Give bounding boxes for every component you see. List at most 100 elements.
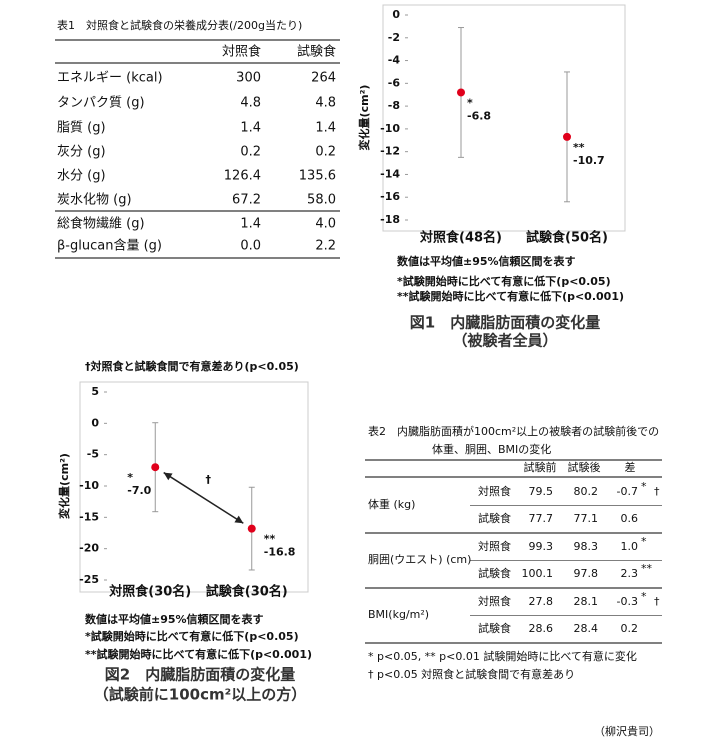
cell: 126.4 [224, 169, 261, 184]
y-tick-label: -10 [79, 479, 99, 492]
cell: 2.2 [315, 239, 336, 254]
row-label: BMI(kg/m²) [368, 608, 429, 621]
cell: 77.7 [529, 512, 554, 525]
row-label: タンパク質 (g) [57, 96, 145, 111]
cell: 300 [236, 71, 261, 86]
caption: （試験前に100cm²以上の方） [94, 686, 306, 704]
arrow-head [163, 472, 173, 481]
table-title: 表2 内臓脂肪面積が100cm²以上の被験者の試験前後での [368, 424, 659, 438]
cell: 67.2 [232, 193, 261, 208]
cell: 0.6 [621, 512, 639, 525]
mark-label: ** [264, 533, 276, 546]
cell: 0.2 [621, 622, 639, 635]
cell: 1.4 [240, 217, 261, 232]
cell: 試験食 [478, 566, 511, 580]
note: **試験開始時に比べて有意に低下(p<0.001) [85, 647, 312, 661]
cell: 77.1 [574, 512, 599, 525]
cell: 100.1 [522, 567, 554, 580]
row-label: 体重 (kg) [368, 497, 415, 511]
cell: 79.5 [529, 485, 554, 498]
note: *試験開始時に比べて有意に低下(p<0.05) [397, 274, 611, 288]
row-label: β-glucan含量 (g) [57, 238, 162, 254]
note: † p<0.05 対照食と試験食間で有意差あり [368, 667, 575, 681]
note: 数値は平均値±95%信頼区間を表す [397, 254, 576, 268]
y-tick-label: -5 [87, 448, 99, 461]
cell: 135.6 [299, 169, 336, 184]
y-tick-label: -15 [79, 510, 99, 523]
cell: 28.1 [574, 595, 599, 608]
note: *試験開始時に比べて有意に低下(p<0.05) [85, 629, 299, 643]
cell: 1.4 [315, 121, 336, 136]
note: * p<0.05, ** p<0.01 試験開始時に比べて有意に変化 [368, 649, 637, 663]
row-label: 総食物繊維 (g) [57, 216, 145, 232]
row-label: 灰分 (g) [57, 145, 106, 160]
chart-frame [382, 4, 626, 232]
cell: -0.3 [617, 595, 638, 608]
cell: 97.8 [574, 567, 599, 580]
cell: 2.3 [621, 567, 639, 580]
y-tick-label: -25 [79, 573, 99, 586]
cell: 1.0 [621, 540, 639, 553]
sig-mark: * [641, 480, 647, 493]
table-title: 表1 対照食と試験食の栄養成分表(/200g当たり) [57, 18, 302, 32]
cell: 4.0 [315, 217, 336, 232]
chart-frame [79, 381, 309, 593]
y-tick-label: -16 [380, 190, 400, 203]
x-tick-label: 試験食(50名) [526, 230, 608, 246]
y-tick-label: 5 [91, 385, 99, 398]
cell: 試験食 [478, 511, 511, 525]
cell: 0.0 [240, 239, 261, 254]
y-tick-label: -6 [388, 76, 401, 89]
y-axis-label: 変化量(cm²) [57, 453, 71, 519]
cell: 264 [311, 71, 336, 86]
cell: 99.3 [529, 540, 554, 553]
arrow-label: † [206, 473, 212, 486]
cell: 4.8 [240, 96, 261, 111]
arrow-head [234, 515, 244, 524]
mark-label: * [127, 471, 133, 484]
y-tick-label: -20 [79, 542, 99, 555]
arrow [163, 471, 244, 524]
y-tick-label: -2 [388, 31, 400, 44]
cell: 対照食 [478, 539, 511, 553]
y-tick-label: -8 [388, 99, 400, 112]
cell: 0.2 [315, 145, 336, 160]
cell: 28.6 [529, 622, 554, 635]
x-tick-label: 試験食(30名) [206, 584, 288, 600]
mark-label: * [467, 96, 473, 109]
note: **試験開始時に比べて有意に低下(p<0.001) [397, 289, 624, 303]
sig-mark: * [641, 535, 647, 548]
col-header: 試験食 [297, 44, 336, 60]
value-label: -10.7 [573, 154, 605, 167]
sig-mark: † [654, 595, 660, 608]
y-tick-label: 0 [91, 416, 99, 429]
cell: 1.4 [240, 121, 261, 136]
col-header: 試験前 [524, 460, 557, 474]
y-tick-label: -14 [380, 167, 400, 180]
row-label: 胴囲(ウエスト) (cm) [368, 553, 471, 566]
cell: 対照食 [478, 594, 511, 608]
col-header: 差 [625, 460, 636, 474]
cell: 98.3 [574, 540, 599, 553]
sig-mark: * [641, 590, 647, 603]
mark-label: ** [573, 141, 585, 154]
sig-mark: ** [641, 562, 653, 575]
y-tick-label: -18 [380, 213, 400, 226]
cell: 27.8 [529, 595, 554, 608]
value-label: -7.0 [127, 484, 151, 497]
y-tick-label: -10 [380, 122, 400, 135]
row-label: 炭水化物 (g) [57, 193, 132, 208]
point [563, 132, 571, 141]
cell: 28.4 [574, 622, 599, 635]
cell: 試験食 [478, 621, 511, 635]
x-tick-label: 対照食(30名) [108, 584, 191, 600]
y-tick-label: 0 [392, 8, 400, 21]
value-label: -6.8 [467, 109, 491, 122]
row-label: 脂質 (g) [57, 121, 106, 136]
row-label: 水分 (g) [57, 169, 106, 184]
value-label: -16.8 [264, 546, 296, 559]
note: 数値は平均値±95%信頼区間を表す [85, 612, 264, 626]
cell: -0.7 [617, 485, 638, 498]
x-tick-label: 対照食(48名) [419, 230, 502, 246]
y-axis-label: 変化量(cm²) [357, 85, 371, 151]
